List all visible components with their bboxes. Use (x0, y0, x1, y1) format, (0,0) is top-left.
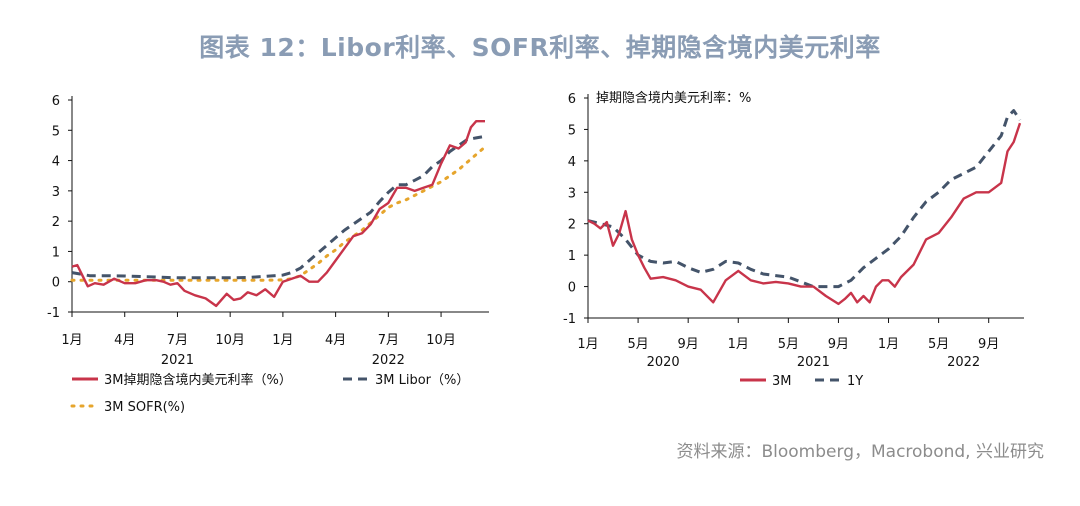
y-tick-label: 2 (568, 218, 576, 233)
y-tick-label: 3 (568, 186, 576, 201)
x-tick-label: 9月 (978, 337, 999, 352)
x-tick-label: 9月 (678, 337, 699, 352)
x-tick-label: 1月 (577, 337, 598, 352)
x-tick-label: 1月 (61, 333, 82, 348)
series-line-1Y (587, 109, 1022, 289)
x-tick-label: 4月 (114, 333, 135, 348)
x-year-label: 2020 (647, 355, 680, 370)
x-tick-label: 10月 (426, 333, 456, 348)
legend-label: 3M (772, 374, 792, 389)
figure-title: 图表 12：Libor利率、SOFR利率、掉期隐含境内美元利率 (199, 33, 881, 62)
y-tick-label: 4 (52, 155, 60, 170)
x-tick-label: 7月 (167, 333, 188, 348)
y-tick-label: 0 (568, 281, 576, 296)
series-line-3M掉期隐含境内美元利率（%） (71, 119, 485, 308)
y-tick-label: 5 (52, 124, 60, 139)
y-tick-label: 6 (568, 92, 576, 107)
source-note: 资料来源：Bloomberg，Macrobond, 兴业研究 (676, 442, 1045, 462)
y-tick-label: 0 (52, 276, 60, 291)
x-tick-label: 10月 (215, 333, 245, 348)
x-year-label: 2021 (161, 353, 194, 368)
y-tick-label: 4 (568, 155, 576, 170)
series-line-3M (587, 122, 1022, 306)
x-tick-label: 4月 (325, 333, 346, 348)
series-line-3M Libor（%） (71, 134, 486, 280)
x-tick-label: 7月 (378, 333, 399, 348)
legend-label: 3M Libor（%） (375, 373, 469, 388)
chart-title: 掉期隐含境内美元利率：% (596, 90, 751, 106)
x-year-label: 2021 (797, 355, 830, 370)
y-tick-label: 3 (52, 185, 60, 200)
legend-label: 3M SOFR(%) (104, 400, 185, 415)
x-tick-label: 5月 (928, 337, 949, 352)
y-tick-label: 1 (52, 245, 60, 260)
legend-label: 1Y (847, 374, 863, 389)
series-line-3M SOFR(%) (70, 145, 487, 282)
x-year-label: 2022 (947, 355, 980, 370)
legend-label: 3M掉期隐含境内美元利率（%） (104, 372, 292, 388)
x-tick-label: 9月 (828, 337, 849, 352)
y-tick-label: 5 (568, 123, 576, 138)
x-tick-label: 1月 (272, 333, 293, 348)
x-tick-label: 1月 (878, 337, 899, 352)
x-tick-label: 1月 (728, 337, 749, 352)
y-tick-label: -1 (563, 312, 576, 327)
x-tick-label: 5月 (778, 337, 799, 352)
x-year-label: 2022 (372, 353, 405, 368)
y-tick-label: -1 (47, 306, 60, 321)
y-tick-label: 2 (52, 215, 60, 230)
y-tick-label: 6 (52, 94, 60, 109)
y-tick-label: 1 (568, 249, 576, 264)
x-tick-label: 5月 (627, 337, 648, 352)
